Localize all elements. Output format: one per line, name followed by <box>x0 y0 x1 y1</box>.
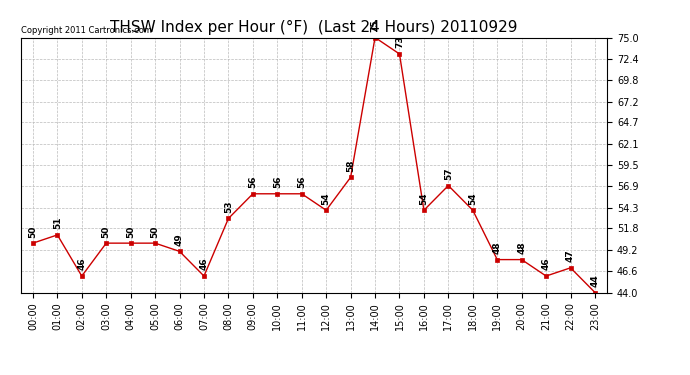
Text: Copyright 2011 Cartronics.com: Copyright 2011 Cartronics.com <box>21 26 152 35</box>
Text: 54: 54 <box>420 192 428 205</box>
Text: 54: 54 <box>322 192 331 205</box>
Text: 56: 56 <box>273 176 282 188</box>
Text: 49: 49 <box>175 233 184 246</box>
Text: 54: 54 <box>469 192 477 205</box>
Text: 50: 50 <box>28 225 37 238</box>
Text: 56: 56 <box>297 176 306 188</box>
Text: 48: 48 <box>493 242 502 254</box>
Text: 53: 53 <box>224 200 233 213</box>
Text: 50: 50 <box>150 225 159 238</box>
Text: 50: 50 <box>101 225 110 238</box>
Text: 46: 46 <box>542 258 551 270</box>
Text: 75: 75 <box>371 20 380 32</box>
Text: 56: 56 <box>248 176 257 188</box>
Text: 57: 57 <box>444 167 453 180</box>
Text: 73: 73 <box>395 36 404 48</box>
Title: THSW Index per Hour (°F)  (Last 24 Hours) 20110929: THSW Index per Hour (°F) (Last 24 Hours)… <box>110 20 518 35</box>
Text: 48: 48 <box>518 242 526 254</box>
Text: 44: 44 <box>591 274 600 287</box>
Text: 46: 46 <box>77 258 86 270</box>
Text: 47: 47 <box>566 249 575 262</box>
Text: 50: 50 <box>126 225 135 238</box>
Text: 46: 46 <box>199 258 208 270</box>
Text: 58: 58 <box>346 159 355 172</box>
Text: 51: 51 <box>53 217 62 229</box>
